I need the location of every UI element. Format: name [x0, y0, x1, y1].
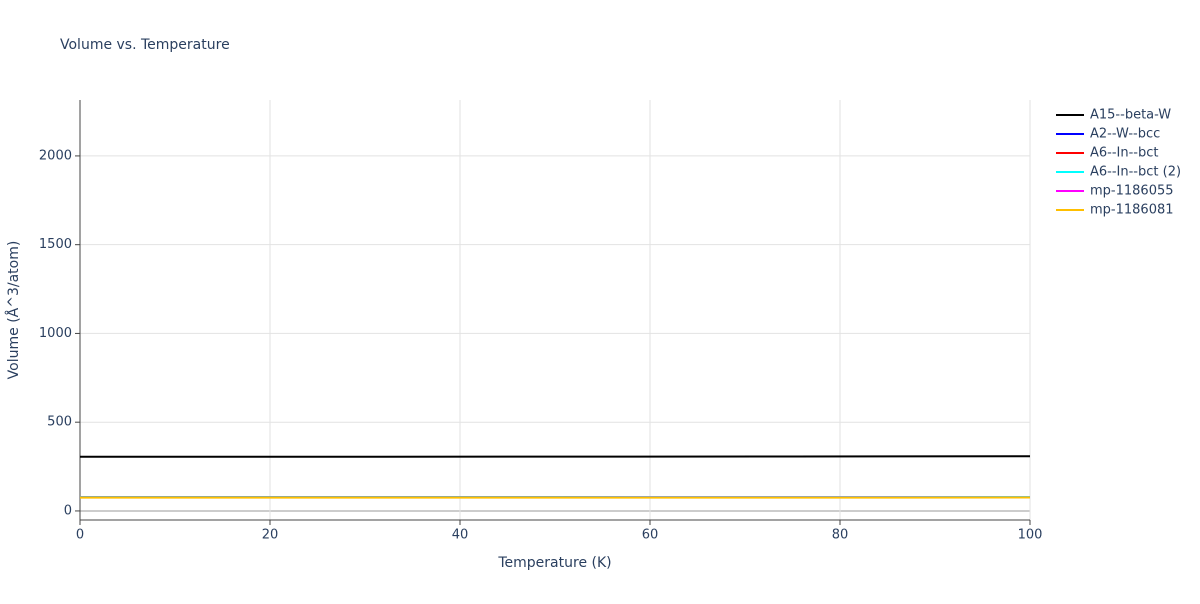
chart-title: Volume vs. Temperature — [60, 37, 230, 53]
y-tick-label: 1000 — [39, 326, 72, 341]
x-tick-label: 60 — [642, 528, 659, 543]
y-tick-label: 500 — [47, 415, 72, 430]
series-line — [80, 456, 1030, 457]
x-axis-title: Temperature (K) — [497, 555, 611, 571]
x-tick-label: 0 — [76, 528, 84, 543]
x-tick-label: 80 — [832, 528, 849, 543]
legend-label: mp-1186055 — [1090, 184, 1174, 199]
legend-label: mp-1186081 — [1090, 203, 1174, 218]
y-tick-label: 1500 — [39, 237, 72, 252]
y-tick-label: 2000 — [39, 148, 72, 163]
legend-label: A6--In--bct (2) — [1090, 165, 1181, 180]
y-axis-title: Volume (Å^3/atom) — [5, 241, 22, 380]
x-tick-label: 40 — [452, 528, 469, 543]
legend-label: A2--W--bcc — [1090, 127, 1160, 142]
x-tick-label: 100 — [1018, 528, 1043, 543]
x-tick-label: 20 — [262, 528, 279, 543]
legend-label: A6--In--bct — [1090, 146, 1159, 161]
legend-label: A15--beta-W — [1090, 108, 1171, 123]
y-tick-label: 0 — [64, 503, 72, 518]
